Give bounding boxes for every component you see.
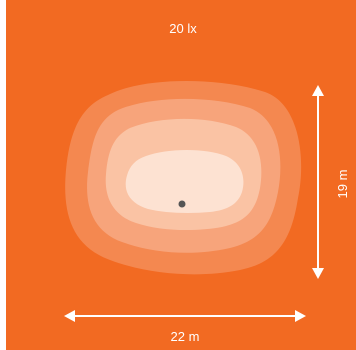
width-arrow-right-head [295,310,306,322]
center-point [178,200,186,208]
contour-inner [125,150,244,213]
height-label: 19 m [335,170,350,199]
width-arrow-left-head [64,310,75,322]
illuminance-label: 20 lx [169,21,197,36]
height-arrow-bottom-head [312,268,324,279]
height-arrow-top-head [312,85,324,96]
height-arrow [312,85,324,279]
width-arrow [64,310,306,322]
width-label: 22 m [171,329,200,344]
